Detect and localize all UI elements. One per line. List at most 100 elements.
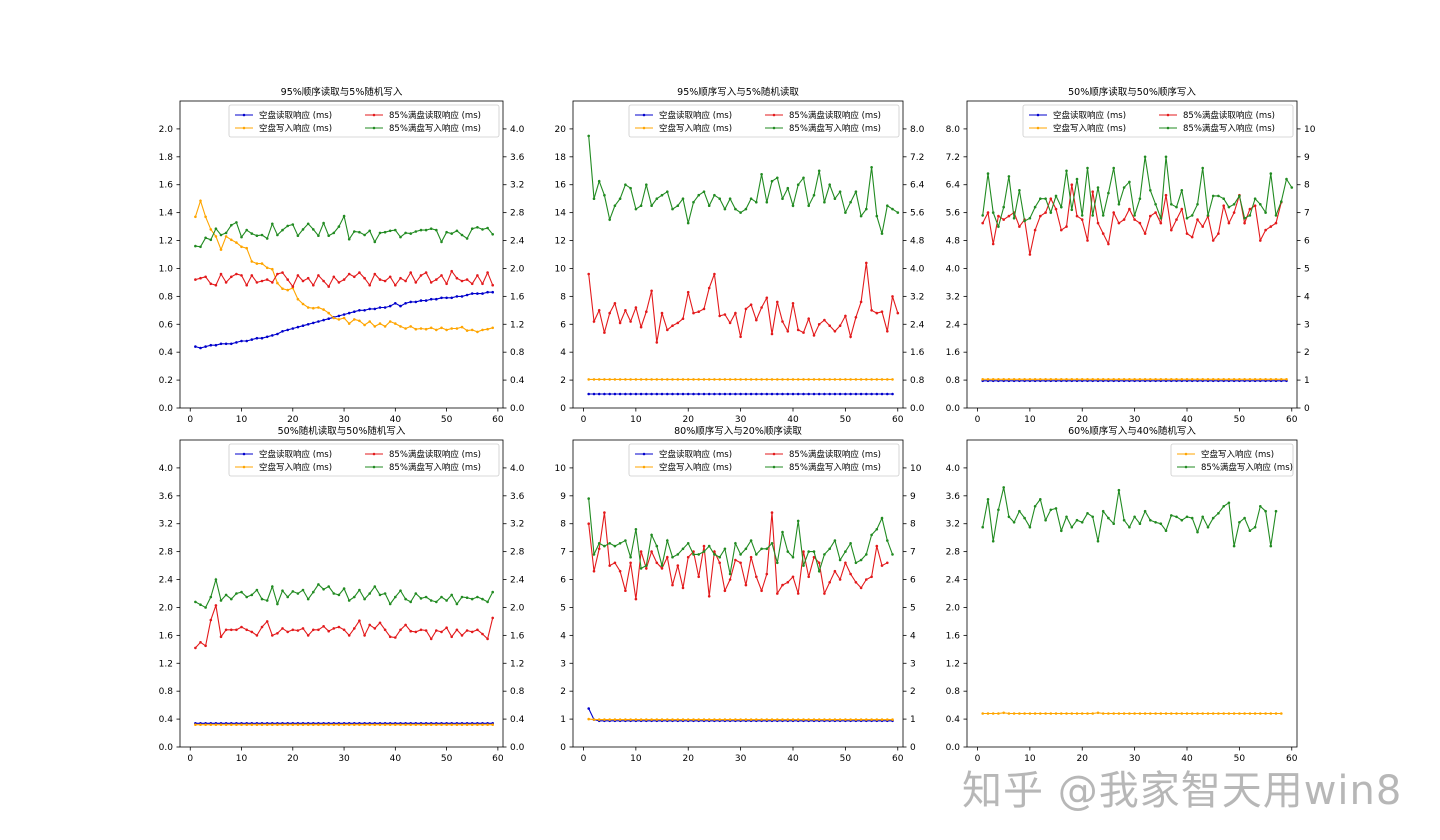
series-point: [1196, 378, 1199, 381]
series-point: [1175, 205, 1178, 209]
series-point: [886, 204, 889, 207]
legend-marker: [242, 452, 246, 456]
series-point: [322, 308, 325, 311]
series-point: [1232, 211, 1236, 214]
series-point: [1253, 204, 1257, 207]
series-point: [250, 630, 254, 634]
series-point: [1211, 516, 1215, 520]
series-point: [394, 636, 397, 639]
series-point: [1280, 200, 1283, 203]
series-point: [1112, 712, 1115, 715]
series-point: [1253, 197, 1257, 200]
series-point: [1232, 203, 1236, 206]
series-point: [880, 718, 884, 721]
legend-marker: [772, 465, 776, 469]
series-point: [1080, 712, 1084, 715]
series-point: [1007, 712, 1011, 715]
series-point: [886, 539, 889, 542]
series-point: [707, 204, 711, 207]
series-point: [1033, 712, 1037, 715]
series-point: [870, 575, 873, 579]
series-point: [245, 595, 248, 599]
series-point: [859, 718, 863, 721]
series-point: [445, 328, 448, 332]
series-point: [460, 279, 464, 283]
series-point: [470, 282, 474, 286]
series-point: [681, 586, 685, 590]
series-point: [281, 627, 284, 630]
series-point: [744, 583, 748, 587]
x-tick-label: 30: [735, 754, 747, 764]
series-point: [1007, 378, 1011, 381]
series-point: [481, 723, 484, 726]
x-tick-label: 30: [735, 415, 747, 425]
legend-label: 空盘写入响应 (ms): [259, 123, 332, 134]
series-point: [723, 207, 727, 211]
series-point: [739, 718, 742, 721]
series-point: [240, 723, 243, 726]
series-point: [817, 561, 821, 565]
x-tick-label: 60: [892, 415, 904, 425]
series-point: [645, 378, 648, 381]
series-point: [891, 553, 894, 556]
series-point: [1028, 525, 1032, 529]
series-point: [865, 553, 868, 556]
series-point: [353, 275, 356, 279]
series-point: [481, 597, 484, 601]
series-point: [645, 564, 648, 567]
series-point: [865, 392, 868, 396]
series-point: [1049, 712, 1053, 715]
series-point: [1201, 378, 1204, 381]
series-point: [204, 723, 207, 726]
series-point: [991, 712, 995, 715]
series-point: [1190, 214, 1194, 217]
x-tick-label: 50: [441, 754, 453, 764]
series-point: [1201, 166, 1204, 170]
series-point: [1238, 521, 1241, 524]
series-point: [692, 553, 695, 556]
series-point: [481, 328, 484, 332]
series-point: [681, 718, 685, 721]
series-point: [440, 240, 443, 244]
series-point: [1175, 218, 1178, 221]
series-point: [1164, 378, 1168, 381]
series-point: [1222, 712, 1225, 715]
series-point: [383, 628, 387, 632]
series-point: [587, 378, 590, 381]
series-point: [301, 228, 305, 231]
series-point: [629, 561, 632, 565]
x-tick-label: 40: [1181, 415, 1193, 425]
series-point: [828, 324, 831, 328]
series-point: [486, 271, 489, 274]
plot-frame: [179, 100, 504, 409]
series-point: [1259, 712, 1262, 715]
legend: 空盘读取响应 (ms) 空盘写入响应 (ms) 85%满盘读取响应 (ms) 85%满…: [1022, 104, 1294, 138]
y-left-tick-label: 0.8: [159, 687, 174, 697]
series-point: [404, 723, 407, 726]
series-point: [1070, 378, 1074, 381]
series-point: [276, 632, 279, 635]
series-point: [880, 392, 884, 396]
series-point: [1259, 203, 1262, 206]
series-point: [1217, 194, 1220, 198]
series-point: [291, 327, 295, 330]
series-point: [245, 339, 248, 343]
series-point: [896, 311, 900, 315]
legend-box: [228, 104, 500, 138]
series-point: [676, 564, 680, 567]
series-point: [686, 555, 690, 559]
series-point: [230, 275, 233, 279]
series-point: [240, 245, 243, 249]
series-point: [337, 225, 341, 228]
y-right-tick-label: 1.6: [510, 292, 525, 302]
series-point: [327, 723, 331, 726]
series-point: [875, 392, 879, 396]
series-point: [419, 628, 423, 632]
series-point: [1243, 216, 1246, 220]
series-point: [317, 628, 320, 632]
series-point: [1128, 525, 1131, 529]
series-point: [849, 335, 852, 339]
x-tick-label: 20: [1077, 754, 1089, 764]
series-point: [399, 325, 402, 328]
